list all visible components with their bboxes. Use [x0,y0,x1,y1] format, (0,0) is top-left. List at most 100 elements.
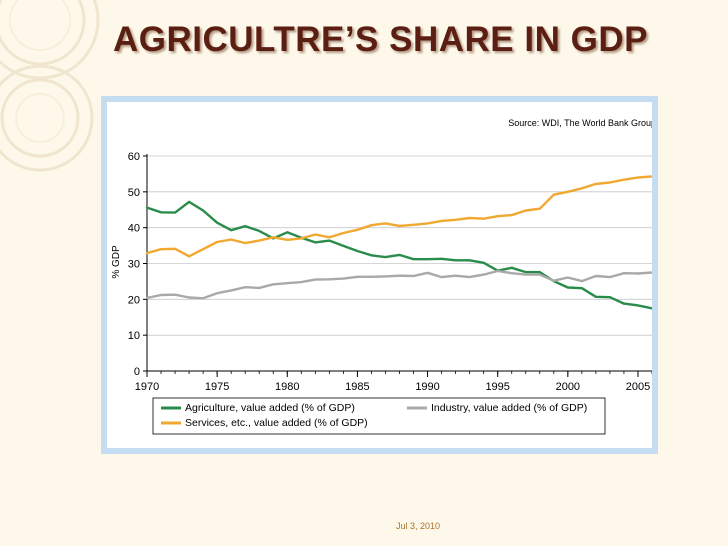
data-point-agriculture [538,271,541,273]
data-point-industry [160,294,162,296]
legend-label-services: Services, etc., value added (% of GDP) [185,417,368,429]
y-tick-label: 40 [128,223,140,235]
data-point-industry [482,273,485,276]
data-point-services [370,224,373,227]
x-tick-label: 2005 [626,381,650,393]
data-point-industry [174,293,176,296]
gdp-share-line-chart: Source: WDI, The World Bank Group 0 10 20 3… [111,118,652,435]
data-point-industry [412,275,415,277]
data-point-industry [202,297,205,300]
data-point-industry [230,289,233,292]
data-point-industry [623,272,625,275]
data-point-agriculture [174,211,176,214]
data-point-agriculture [609,296,611,299]
data-point-services [272,236,275,239]
legend-label-agriculture: Agriculture, value added (% of GDP) [185,402,355,414]
data-point-industry [328,278,331,281]
data-point-agriculture [370,254,373,257]
data-point-agriculture [454,259,457,262]
chart-area: Source: WDI, The World Bank Group 0 10 20 3… [107,102,652,448]
data-point-agriculture [230,229,233,232]
data-point-services [202,248,205,251]
data-point-services [412,223,415,226]
data-point-industry [258,286,261,289]
data-point-services [482,217,485,220]
data-point-services [146,252,148,255]
data-point-services [328,236,331,239]
data-point-services [609,181,611,184]
data-point-services [426,222,429,225]
y-tick-label: 30 [128,259,140,271]
series-industry [145,269,652,300]
legend-label-industry: Industry, value added (% of GDP) [431,402,587,414]
data-point-services [580,187,583,190]
data-point-industry [552,279,555,282]
data-point-services [594,183,597,185]
data-point-industry [440,276,443,279]
data-point-agriculture [216,221,219,224]
y-tick-label: 10 [128,330,140,342]
data-point-agriculture [637,304,639,307]
data-point-agriculture [524,271,527,273]
data-point-services [258,239,261,242]
data-point-agriculture [202,209,205,212]
series-services [145,175,652,258]
data-point-agriculture [342,245,345,247]
y-tick-label: 60 [128,151,140,163]
data-point-agriculture [398,254,401,256]
data-point-services [230,238,233,241]
chart-source-note: Source: WDI, The World Bank Group [508,118,652,128]
chart-legend[interactable]: Agriculture, value added (% of GDP) Indus… [152,397,606,435]
x-tick-label: 1980 [275,381,299,393]
data-point-services [651,175,652,178]
data-point-industry [496,270,499,272]
data-point-agriculture [566,286,569,289]
x-tick-label: 1985 [345,381,369,393]
data-point-industry [468,276,471,279]
data-point-services [538,207,541,210]
data-point-agriculture [384,256,387,258]
y-tick-label: 0 [134,366,140,378]
data-point-agriculture [244,225,247,228]
data-point-industry [454,274,457,277]
data-point-services [174,247,176,250]
data-point-agriculture [160,211,162,214]
data-point-services [398,224,401,227]
data-point-services [286,238,289,241]
data-point-services [623,178,625,181]
x-tick-label: 1995 [485,381,509,393]
data-point-services [356,228,359,231]
data-point-industry [651,271,652,274]
data-point-industry [524,273,527,276]
data-point-agriculture [594,295,597,298]
data-point-industry [272,283,275,286]
data-point-services [510,214,513,217]
chart-series [145,175,652,310]
data-point-industry [510,272,513,275]
data-point-industry [426,271,429,274]
data-point-industry [300,281,303,284]
x-tick-label: 2000 [556,381,580,393]
data-point-industry [398,274,401,277]
data-point-agriculture [328,239,331,242]
data-point-services [468,217,471,219]
slide-title: AGRICULTRE’S SHARE IN GDP [113,20,648,59]
data-point-agriculture [314,241,317,244]
y-tick-label: 50 [128,187,140,199]
legend-box [152,397,606,435]
data-point-services [566,190,569,193]
chart-ticks: 0 10 20 30 40 50 60 1970 1975 1980 1985 1990 1995 200… [128,151,652,393]
chart-grid [147,155,652,336]
data-point-industry [216,292,219,295]
data-point-services [188,255,190,258]
data-point-agriculture [623,302,625,305]
data-point-industry [244,286,247,289]
data-point-industry [314,278,317,281]
data-point-industry [384,275,387,278]
y-axis-label: % GDP [111,245,122,279]
x-tick-label: 1990 [415,381,439,393]
data-point-agriculture [356,250,359,252]
data-point-agriculture [651,307,652,310]
data-point-industry [146,297,148,299]
